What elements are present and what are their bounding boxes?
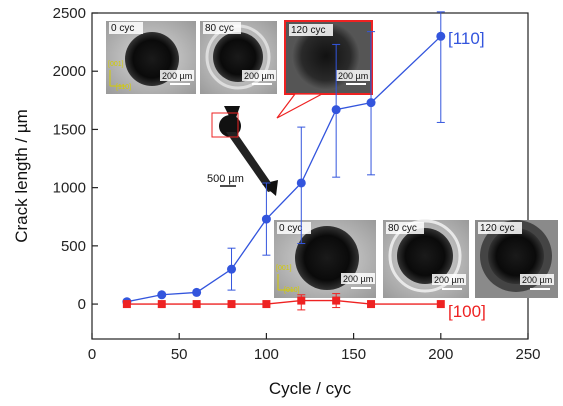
specimen-image: 500 µm bbox=[207, 106, 278, 196]
y-tick-label-5: 2500 bbox=[53, 5, 86, 22]
y-tick-label-1: 500 bbox=[61, 238, 86, 255]
data-point-0-5 bbox=[296, 178, 306, 188]
data-point-0-2 bbox=[192, 287, 202, 297]
top-photo-0cyc: 0 cyc 200 µm [001] [110] bbox=[106, 21, 196, 94]
data-point-0-8 bbox=[436, 31, 446, 41]
data-point-1-1 bbox=[157, 300, 166, 309]
y-tick-label-2: 1000 bbox=[53, 180, 86, 197]
top-photo-80cyc: 80 cyc 200 µm bbox=[200, 21, 277, 94]
data-point-1-2 bbox=[192, 300, 201, 309]
x-tick-label-1: 50 bbox=[171, 346, 188, 363]
data-point-0-7 bbox=[366, 98, 376, 108]
bottom-direction-001: [001] bbox=[276, 265, 292, 272]
x-tick-label-0: 0 bbox=[88, 346, 96, 363]
series-1 bbox=[122, 293, 445, 311]
legend-label-100: [100] bbox=[448, 302, 486, 321]
bottom-photo-120cyc: 120 cyc 200 µm bbox=[475, 220, 558, 298]
series-layer bbox=[122, 11, 446, 311]
top-direction-110: [110] bbox=[116, 84, 131, 91]
data-point-0-3 bbox=[227, 264, 237, 274]
x-tick-label-4: 200 bbox=[428, 346, 453, 363]
top-photo-80cyc-scale: 200 µm bbox=[244, 71, 274, 81]
x-axis-title: Cycle / cyc bbox=[269, 379, 352, 398]
y-tick-label-4: 2000 bbox=[53, 63, 86, 80]
data-point-1-0 bbox=[122, 300, 131, 309]
series-line-1 bbox=[126, 299, 441, 305]
data-point-1-3 bbox=[227, 300, 236, 309]
top-photo-120cyc-label: 120 cyc bbox=[291, 25, 325, 36]
data-point-1-7 bbox=[367, 300, 376, 309]
top-direction-001: [001] bbox=[108, 61, 124, 68]
y-tick-label-3: 1500 bbox=[53, 121, 86, 138]
bottom-photo-80cyc: 80 cyc 200 µm bbox=[383, 219, 469, 298]
zoom-callout bbox=[276, 93, 323, 119]
data-point-1-4 bbox=[262, 300, 271, 309]
top-photo-0cyc-label: 0 cyc bbox=[111, 23, 134, 34]
x-tick-label-3: 150 bbox=[341, 346, 366, 363]
plot-frame bbox=[91, 12, 529, 340]
data-point-0-6 bbox=[331, 105, 341, 115]
x-tick-label-2: 100 bbox=[254, 346, 279, 363]
bottom-photo-0cyc-scale: 200 µm bbox=[343, 274, 373, 284]
data-point-1-5 bbox=[297, 296, 306, 305]
data-point-0-4 bbox=[261, 214, 271, 224]
bottom-photo-120cyc-scale: 200 µm bbox=[522, 275, 552, 285]
bottom-photo-0cyc: 0 cyc 200 µm [001] [010] bbox=[274, 220, 376, 298]
top-photo-80cyc-label: 80 cyc bbox=[205, 23, 234, 34]
x-tick-label-5: 250 bbox=[515, 346, 540, 363]
legend-label-110: [110] bbox=[448, 29, 485, 48]
y-axis-title: Crack length / µm bbox=[12, 109, 31, 243]
top-photo-120cyc: 120 cyc 200 µm bbox=[284, 20, 373, 95]
bottom-photo-80cyc-scale: 200 µm bbox=[434, 275, 464, 285]
specimen-scale: 500 µm bbox=[207, 173, 244, 185]
bottom-photo-120cyc-label: 120 cyc bbox=[480, 223, 514, 234]
bottom-photo-0cyc-label: 0 cyc bbox=[279, 223, 302, 234]
series-0 bbox=[122, 11, 446, 307]
bottom-photo-80cyc-label: 80 cyc bbox=[388, 223, 417, 234]
data-point-1-8 bbox=[436, 300, 445, 309]
top-photo-0cyc-scale: 200 µm bbox=[162, 71, 192, 81]
y-tick-label-0: 0 bbox=[78, 296, 86, 313]
data-point-1-6 bbox=[332, 296, 341, 305]
top-photo-120cyc-scale: 200 µm bbox=[338, 71, 368, 81]
data-point-0-1 bbox=[157, 290, 167, 300]
